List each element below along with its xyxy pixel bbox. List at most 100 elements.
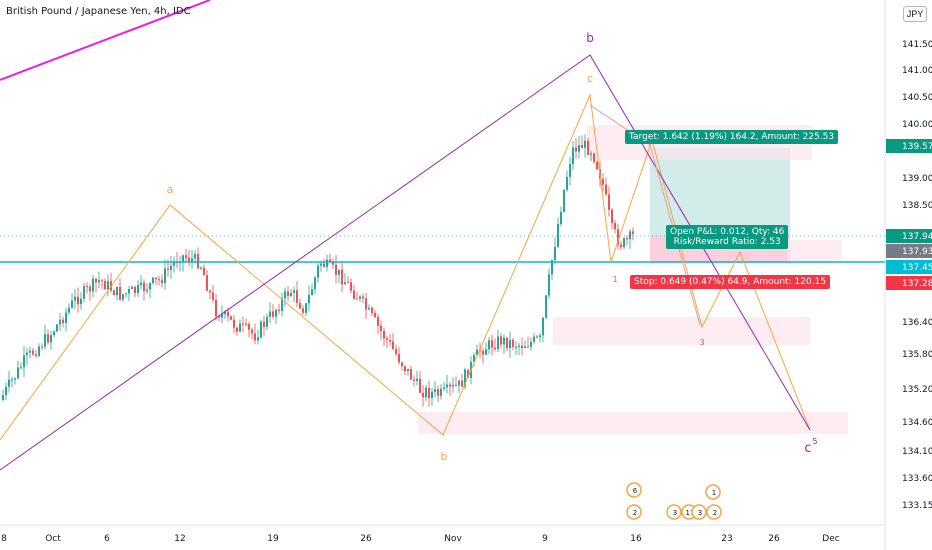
candle-body	[584, 140, 586, 148]
candle-body	[248, 323, 250, 330]
candle-body	[440, 388, 442, 396]
candle-body	[380, 325, 382, 331]
candle-body	[194, 253, 196, 259]
event-marker-label: 3	[673, 509, 677, 517]
candle-body	[605, 184, 607, 195]
candle-body	[527, 346, 529, 348]
candle-body	[530, 341, 532, 348]
candle-body	[101, 280, 103, 282]
candle-body	[182, 255, 184, 262]
target-label[interactable]: Target: 1.642 (1.19%) 164.2, Amount: 225…	[625, 130, 839, 144]
candle-body	[407, 368, 409, 372]
candle-body	[410, 368, 412, 380]
candle-body	[467, 369, 469, 378]
candle-body	[29, 350, 31, 353]
y-tick-label: 134.600	[902, 418, 932, 428]
candle-body	[338, 269, 340, 275]
candle-body	[227, 311, 229, 317]
candle-body	[320, 263, 322, 266]
candle-body	[107, 281, 109, 290]
candle-body	[128, 288, 130, 294]
x-tick-label: 6	[104, 534, 110, 544]
candle-body	[140, 282, 142, 286]
candle-body	[281, 298, 283, 312]
y-tick-label: 140.000	[902, 120, 932, 130]
candle-body	[461, 380, 463, 387]
candle-body	[74, 296, 76, 301]
candle-body	[419, 378, 421, 393]
candle-body	[608, 194, 610, 210]
y-tick-label: 135.800	[902, 350, 932, 360]
candle-body	[116, 286, 118, 296]
candle-body	[20, 367, 22, 369]
candle-body	[56, 324, 58, 332]
y-tick-label: 133.150	[902, 501, 932, 511]
candle-body	[308, 295, 310, 304]
candle-body	[476, 349, 478, 356]
candle-body	[425, 387, 427, 398]
candle-body	[392, 341, 394, 349]
candle-body	[161, 279, 163, 284]
candle-body	[581, 145, 583, 148]
candle-body	[488, 340, 490, 350]
candle-body	[80, 298, 82, 305]
candle-body	[596, 161, 598, 170]
candle-body	[404, 366, 406, 372]
candle-body	[539, 335, 541, 338]
candle-body	[437, 389, 439, 396]
candle-body	[224, 311, 226, 315]
candle-body	[134, 286, 136, 293]
candle-body	[503, 337, 505, 345]
target-zone	[650, 148, 790, 236]
candle-body	[611, 209, 613, 224]
candle-body	[203, 267, 205, 276]
candle-body	[137, 285, 139, 293]
currency-badge[interactable]: JPY	[903, 6, 927, 22]
candle-body	[359, 296, 361, 299]
candle-body	[173, 261, 175, 266]
candle-body	[632, 231, 634, 234]
candle-body	[395, 348, 397, 354]
event-marker-event-6	[626, 482, 642, 498]
candle-body	[482, 350, 484, 355]
candle-body	[332, 261, 334, 265]
candle-body	[416, 378, 418, 381]
candle-body	[200, 267, 202, 269]
event-marker-label: 17	[686, 509, 695, 517]
candle-body	[362, 296, 364, 299]
candle-body	[401, 362, 403, 367]
candle-body	[212, 292, 214, 300]
candle-body	[578, 145, 580, 152]
x-tick-label: 23	[721, 534, 732, 544]
candle-body	[542, 317, 544, 336]
y-tick-label: 141.500	[902, 40, 932, 50]
x-tick-label: 19	[267, 534, 279, 544]
price-tag-bg	[886, 244, 932, 258]
candle-body	[155, 277, 157, 280]
candle-body	[500, 336, 502, 345]
candle-body	[497, 336, 499, 350]
candle-body	[347, 282, 349, 284]
candle-body	[98, 280, 100, 283]
candle-body	[143, 282, 145, 292]
pink-projection-path	[589, 104, 701, 326]
candle-body	[269, 311, 271, 317]
y-tick-label: 135.200	[902, 385, 932, 395]
wave-label-c: c	[587, 72, 593, 85]
candle-body	[560, 211, 562, 225]
candle-body	[152, 277, 154, 284]
y-tick-label: 136.400	[902, 318, 932, 328]
candle-body	[77, 296, 79, 305]
candle-body	[185, 255, 187, 258]
x-tick-label: 26	[768, 534, 780, 544]
stop-label[interactable]: Stop: 0.649 (0.47%) 64.9, Amount: 120.15	[630, 275, 830, 289]
candle-body	[365, 298, 367, 310]
event-marker-label: 1	[712, 489, 716, 497]
candle-body	[368, 307, 370, 310]
candle-body	[458, 380, 460, 386]
candle-body	[572, 147, 574, 165]
candle-body	[86, 286, 88, 288]
open-pl-label[interactable]: Open P&L: 0.012, Qty: 46 Risk/Reward Rat…	[666, 225, 789, 249]
candle-body	[548, 274, 550, 296]
